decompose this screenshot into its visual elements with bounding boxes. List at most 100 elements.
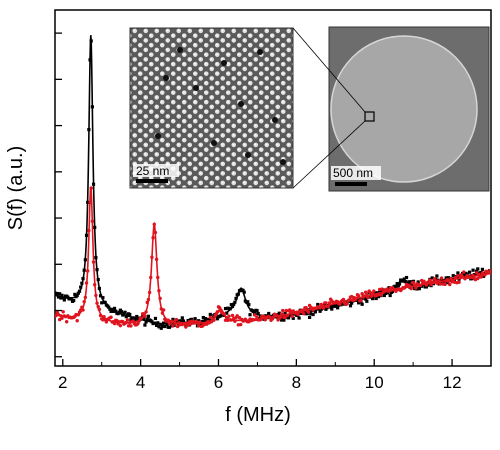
series-1-point: [363, 290, 368, 294]
series-1-point: [453, 275, 458, 280]
series-0-point: [329, 305, 333, 309]
series-0-point: [103, 300, 107, 305]
series-1-point: [93, 283, 97, 287]
x-tick-label: 2: [58, 373, 67, 392]
series-0-point: [162, 321, 166, 325]
scale-label-500nm: 500 nm: [333, 166, 373, 180]
series-1-point: [61, 310, 65, 314]
scale-bar-25nm: [136, 179, 168, 183]
series-1-point: [235, 314, 239, 318]
series-0-point: [152, 321, 156, 325]
series-0-point: [131, 316, 135, 320]
series-1-point: [302, 311, 306, 316]
series-0-point: [430, 276, 434, 280]
series-0-point: [444, 276, 448, 280]
series-1-point: [345, 302, 349, 306]
series-1-point: [143, 314, 147, 318]
series-0-point: [229, 303, 233, 307]
series-1-point: [318, 306, 322, 310]
series-1-point: [166, 318, 170, 322]
series-1-point: [300, 308, 305, 312]
series-1-point: [95, 301, 99, 305]
series-1-point: [460, 275, 465, 279]
inset-lattice-micrograph: 25 nm: [129, 27, 294, 189]
series-0-point: [396, 284, 400, 288]
series-0-point: [163, 324, 167, 329]
series-1-point: [90, 219, 95, 223]
series-0-point: [176, 319, 180, 323]
series-1-point: [81, 308, 85, 312]
series-0-point: [142, 316, 146, 321]
series-0-point: [330, 307, 334, 311]
series-0-point: [81, 277, 85, 281]
series-0-point: [179, 320, 183, 324]
series-0-point: [59, 296, 63, 300]
series-1-point: [366, 295, 370, 300]
series-0-point: [445, 281, 449, 285]
series-0-point: [283, 311, 287, 315]
series-0-point: [223, 306, 228, 311]
series-0-point: [91, 182, 96, 186]
series-1-point: [281, 308, 285, 313]
series-1-point: [89, 186, 93, 190]
series-1-point: [230, 313, 235, 318]
series-0-point: [386, 291, 390, 295]
x-axis-ticks: 2 4 6 8 10 12: [58, 359, 492, 392]
series-0-point: [236, 292, 240, 296]
series-1-point: [271, 315, 276, 320]
series-1-point: [82, 299, 86, 304]
series-0-point: [232, 302, 236, 306]
series-0-point: [190, 317, 194, 321]
series-0-point: [358, 297, 362, 301]
x-tick-label: 4: [136, 373, 145, 392]
series-1-point: [347, 298, 351, 302]
series-1-point: [418, 283, 423, 288]
series-1-point: [145, 300, 149, 305]
series-0-point: [75, 293, 79, 298]
series-0-point: [404, 275, 409, 280]
series-1-point: [152, 222, 156, 227]
series-1-point: [149, 275, 153, 280]
series-0-point: [100, 301, 104, 305]
series-0-point: [255, 309, 259, 313]
series-1-point: [171, 324, 175, 328]
series-1-point: [198, 320, 202, 324]
series-1-point: [102, 315, 106, 319]
series-0-point: [186, 318, 190, 323]
series-1-point: [255, 315, 259, 319]
series-1-point: [237, 315, 242, 320]
series-0-point: [282, 318, 286, 322]
series-0-point: [133, 317, 138, 321]
series-0-point: [89, 39, 93, 43]
series-0-point: [435, 274, 439, 278]
series-1-point: [483, 273, 487, 277]
series-1-point: [354, 296, 359, 301]
series-1-point: [87, 228, 91, 233]
series-1-point: [253, 313, 257, 317]
series-0-point: [305, 311, 309, 316]
series-0-point: [55, 291, 59, 296]
series-1-point: [94, 293, 98, 298]
series-0-point: [407, 280, 411, 284]
series-0-point: [395, 282, 399, 286]
scale-bar-500nm: [335, 182, 367, 186]
series-0-point: [84, 233, 89, 237]
series-0-point: [480, 267, 485, 271]
series-1-point: [98, 313, 103, 318]
series-1-point: [285, 313, 290, 318]
plot-frame: [54, 9, 492, 367]
series-0-point: [143, 323, 147, 327]
series-0-point: [311, 312, 315, 317]
series-1-point: [173, 321, 177, 325]
series-0-point: [462, 272, 466, 276]
series-1-point: [326, 304, 330, 309]
series-0-point: [93, 225, 97, 230]
series-1-point: [238, 322, 243, 327]
series-0-point: [279, 318, 284, 322]
series-1-point: [184, 325, 188, 329]
series-0-point: [119, 310, 124, 314]
series-1-point: [324, 301, 328, 305]
series-1-point: [60, 316, 64, 320]
series-1-point: [154, 257, 159, 262]
series-1-point: [279, 312, 284, 316]
